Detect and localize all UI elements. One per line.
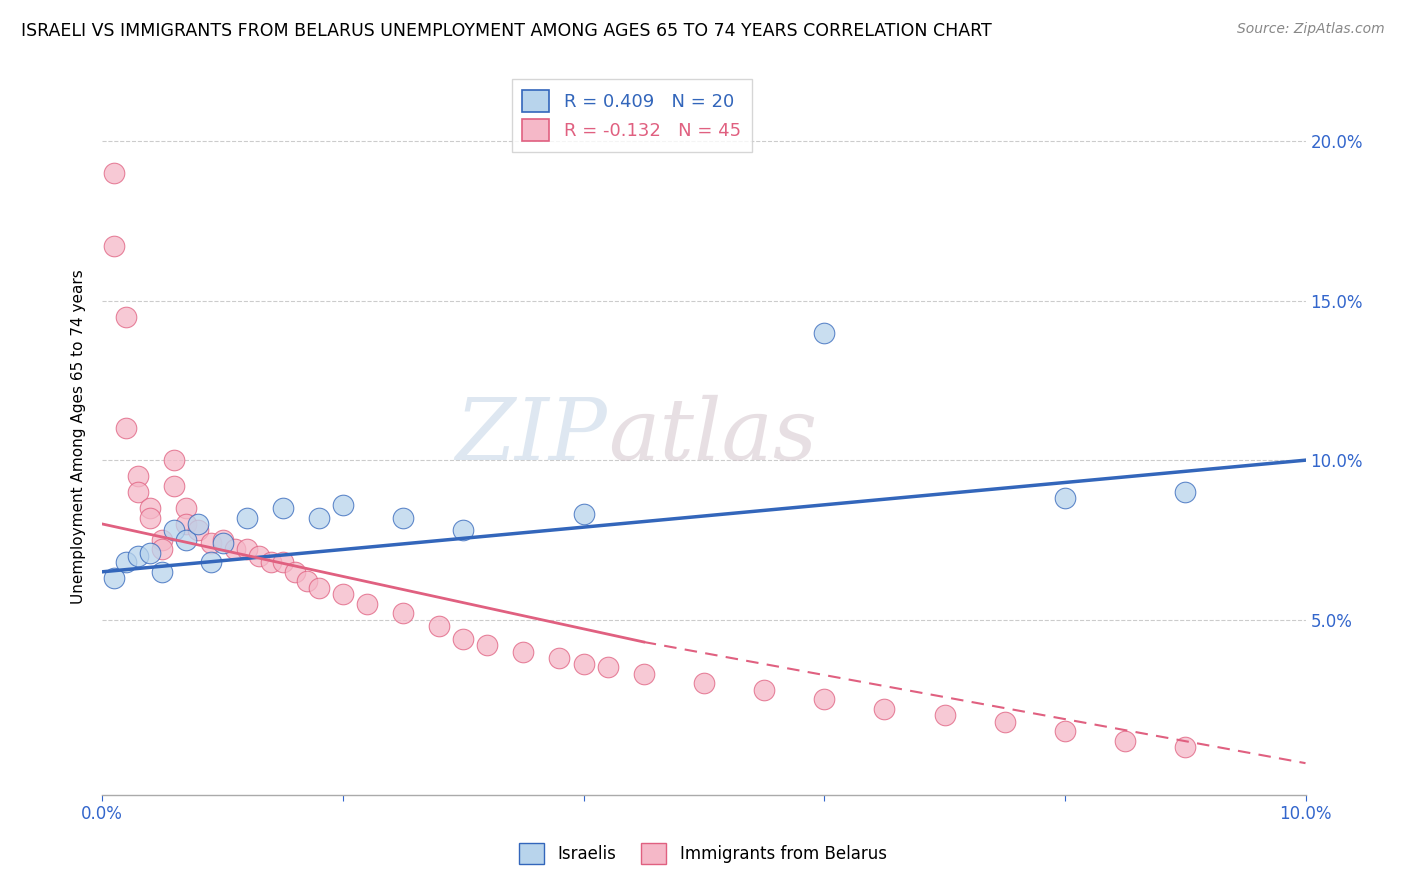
Point bbox=[150, 533, 173, 547]
Point bbox=[873, 702, 896, 716]
Point bbox=[176, 501, 198, 516]
Point bbox=[235, 510, 257, 524]
Point bbox=[356, 597, 378, 611]
Point bbox=[260, 555, 283, 569]
Point bbox=[103, 166, 125, 180]
Point bbox=[271, 501, 294, 516]
Point bbox=[752, 682, 775, 697]
Point bbox=[392, 607, 415, 621]
Point bbox=[572, 657, 595, 672]
Point bbox=[1053, 724, 1076, 739]
Point bbox=[211, 533, 233, 547]
Point bbox=[139, 510, 162, 524]
Point bbox=[308, 581, 330, 595]
Point bbox=[200, 555, 222, 569]
Point bbox=[572, 508, 595, 522]
Point bbox=[127, 549, 149, 563]
Point bbox=[512, 644, 534, 658]
Point bbox=[163, 524, 186, 538]
Point bbox=[332, 498, 354, 512]
Point bbox=[596, 660, 619, 674]
Point bbox=[127, 469, 149, 483]
Point bbox=[224, 542, 246, 557]
Point bbox=[451, 524, 474, 538]
Point bbox=[187, 516, 209, 531]
Point bbox=[176, 533, 198, 547]
Point bbox=[813, 326, 835, 340]
Point bbox=[392, 510, 415, 524]
Point bbox=[284, 565, 307, 579]
Point bbox=[211, 536, 233, 550]
Point bbox=[1174, 485, 1197, 500]
Point bbox=[103, 239, 125, 253]
Point bbox=[427, 619, 450, 633]
Point bbox=[115, 555, 138, 569]
Point bbox=[150, 542, 173, 557]
Legend: Israelis, Immigrants from Belarus: Israelis, Immigrants from Belarus bbox=[513, 837, 893, 871]
Legend: R = 0.409   N = 20, R = -0.132   N = 45: R = 0.409 N = 20, R = -0.132 N = 45 bbox=[512, 79, 752, 153]
Point bbox=[176, 516, 198, 531]
Point bbox=[308, 510, 330, 524]
Point bbox=[693, 676, 716, 690]
Point bbox=[103, 571, 125, 585]
Point bbox=[332, 587, 354, 601]
Point bbox=[235, 542, 257, 557]
Point bbox=[115, 421, 138, 435]
Point bbox=[813, 692, 835, 706]
Text: Source: ZipAtlas.com: Source: ZipAtlas.com bbox=[1237, 22, 1385, 37]
Point bbox=[295, 574, 318, 589]
Point bbox=[150, 565, 173, 579]
Y-axis label: Unemployment Among Ages 65 to 74 years: Unemployment Among Ages 65 to 74 years bbox=[72, 268, 86, 604]
Text: atlas: atlas bbox=[607, 395, 817, 477]
Point bbox=[1174, 740, 1197, 755]
Point bbox=[934, 708, 956, 723]
Point bbox=[247, 549, 270, 563]
Text: ZIP: ZIP bbox=[456, 395, 607, 477]
Point bbox=[548, 651, 571, 665]
Point bbox=[127, 485, 149, 500]
Point bbox=[994, 714, 1017, 729]
Point bbox=[1114, 734, 1136, 748]
Point bbox=[115, 310, 138, 324]
Point bbox=[187, 524, 209, 538]
Point bbox=[1053, 491, 1076, 506]
Point bbox=[163, 478, 186, 492]
Point bbox=[451, 632, 474, 646]
Point bbox=[271, 555, 294, 569]
Point bbox=[163, 453, 186, 467]
Point bbox=[477, 638, 499, 652]
Text: ISRAELI VS IMMIGRANTS FROM BELARUS UNEMPLOYMENT AMONG AGES 65 TO 74 YEARS CORREL: ISRAELI VS IMMIGRANTS FROM BELARUS UNEMP… bbox=[21, 22, 991, 40]
Point bbox=[200, 536, 222, 550]
Point bbox=[139, 501, 162, 516]
Point bbox=[633, 666, 655, 681]
Point bbox=[139, 546, 162, 560]
